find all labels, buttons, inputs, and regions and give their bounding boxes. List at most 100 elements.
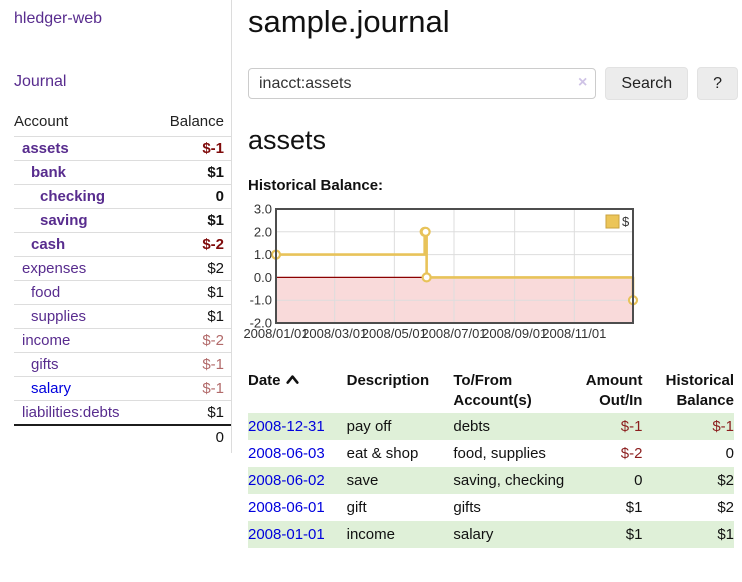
search-input[interactable] xyxy=(248,68,597,99)
svg-text:3.0: 3.0 xyxy=(254,202,272,217)
transaction-date-link[interactable]: 2008-12-31 xyxy=(248,418,325,435)
svg-text:-2.0: -2.0 xyxy=(250,316,272,331)
transaction-amount: $1 xyxy=(625,499,643,516)
account-balance: $1 xyxy=(207,308,224,325)
accounts-table: Account Balance assets $-1 bank $1 checking 0… xyxy=(14,111,231,449)
transaction-balance: 0 xyxy=(725,445,734,462)
transaction-balance: $2 xyxy=(717,472,734,489)
svg-text:2008/03/01: 2008/03/01 xyxy=(302,326,367,341)
transaction-balance: $2 xyxy=(717,499,734,516)
sidebar: hledger-web Journal Account Balance asse… xyxy=(0,0,232,453)
account-link-expenses[interactable]: expenses xyxy=(22,260,87,277)
transaction-description: eat & shop xyxy=(346,445,419,462)
legend-swatch xyxy=(605,214,620,229)
transaction-row: 2008-06-03 eat & shop food, supplies $-2 0 xyxy=(248,440,734,467)
svg-text:2008/01/01: 2008/01/01 xyxy=(243,326,308,341)
account-link-bank[interactable]: bank xyxy=(31,164,67,181)
account-row: assets $-1 xyxy=(14,136,231,160)
account-link-saving[interactable]: saving xyxy=(40,212,88,229)
account-balance: $1 xyxy=(207,212,224,229)
account-link-assets[interactable]: assets xyxy=(22,140,69,157)
search-button[interactable]: Search xyxy=(605,67,689,100)
account-link-income[interactable]: income xyxy=(22,332,71,349)
transaction-row: 2008-06-02 save saving, checking 0 $2 xyxy=(248,467,734,494)
transaction-amount: $-2 xyxy=(620,445,643,462)
account-balance: $1 xyxy=(207,164,224,181)
accounts-total-value: 0 xyxy=(215,429,224,446)
account-balance: $-1 xyxy=(202,356,224,373)
transaction-row: 2008-06-01 gift gifts $1 $2 xyxy=(248,494,734,521)
help-button[interactable]: ? xyxy=(697,67,738,100)
transaction-description: gift xyxy=(346,499,367,516)
transactions-header-row: Date Description To/From Account(s) Amou… xyxy=(248,369,734,413)
hledger-web-app: hledger-web Journal Account Balance asse… xyxy=(0,0,738,548)
transaction-amount: $1 xyxy=(625,526,643,543)
transaction-row: 2008-01-01 income salary $1 $1 xyxy=(248,521,734,548)
account-link-cash[interactable]: cash xyxy=(31,236,66,253)
col-balance[interactable]: Historical Balance xyxy=(665,372,734,409)
col-accounts[interactable]: To/From Account(s) xyxy=(453,372,532,409)
account-link-salary[interactable]: salary xyxy=(31,380,72,397)
transaction-accounts: food, supplies xyxy=(453,445,546,462)
accounts-col-balance: Balance xyxy=(169,113,224,130)
transaction-description: save xyxy=(346,472,379,489)
col-date-label: Date xyxy=(248,372,281,389)
account-balance: 0 xyxy=(215,188,224,205)
section-title: assets xyxy=(248,125,327,155)
clear-search-icon[interactable]: × xyxy=(578,74,588,91)
account-balance: $-2 xyxy=(202,332,224,349)
historical-balance-chart: $3.0 2.0 1.0 0.0 -1.0 -2.0 2008/01/01 2008/03/0… xyxy=(238,202,738,346)
transaction-accounts: gifts xyxy=(453,499,481,516)
transaction-amount: 0 xyxy=(634,472,643,489)
account-row: food $1 xyxy=(14,280,231,304)
account-row: supplies $1 xyxy=(14,304,231,328)
col-description[interactable]: Description xyxy=(346,372,430,389)
account-row: expenses $2 xyxy=(14,256,231,280)
account-link-liabilities-debts[interactable]: liabilities:debts xyxy=(22,404,120,421)
account-balance: $2 xyxy=(207,260,224,277)
transaction-date-link[interactable]: 2008-01-01 xyxy=(248,526,325,543)
account-balance: $1 xyxy=(207,404,224,421)
account-link-checking[interactable]: checking xyxy=(40,188,106,205)
account-row: liabilities:debts $1 xyxy=(14,400,231,424)
main-content: sample.journal × Search ? assets Histori… xyxy=(232,0,738,548)
svg-text:2008/11/01: 2008/11/01 xyxy=(542,326,606,341)
account-link-supplies[interactable]: supplies xyxy=(31,308,87,325)
data-point xyxy=(420,226,431,237)
accounts-col-account: Account xyxy=(14,113,69,130)
account-link-food[interactable]: food xyxy=(31,284,61,301)
accounts-total-row: 0 xyxy=(14,424,231,449)
account-row: saving $1 xyxy=(14,208,231,232)
legend-label: $ xyxy=(622,214,630,229)
transaction-row: 2008-12-31 pay off debts $-1 $-1 xyxy=(248,413,734,440)
search-bar: × Search ? xyxy=(248,67,738,100)
col-amount[interactable]: Amount Out/In xyxy=(585,372,643,409)
account-link-gifts[interactable]: gifts xyxy=(31,356,59,373)
brand-link[interactable]: hledger-web xyxy=(14,10,103,27)
svg-text:-1.0: -1.0 xyxy=(250,293,272,308)
svg-text:1.0: 1.0 xyxy=(254,247,272,262)
sort-asc-icon xyxy=(285,375,299,384)
data-point xyxy=(421,272,432,283)
transaction-date-link[interactable]: 2008-06-02 xyxy=(248,472,325,489)
transaction-date-link[interactable]: 2008-06-03 xyxy=(248,445,325,462)
transaction-balance: $-1 xyxy=(712,418,734,435)
transaction-date-link[interactable]: 2008-06-01 xyxy=(248,499,325,516)
search-field-wrap: × xyxy=(248,68,597,99)
transaction-accounts: debts xyxy=(453,418,491,435)
transaction-description: income xyxy=(346,526,395,543)
transactions-table: Date Description To/From Account(s) Amou… xyxy=(248,369,734,548)
account-row: checking 0 xyxy=(14,184,231,208)
account-balance: $-1 xyxy=(202,140,224,157)
svg-text:2.0: 2.0 xyxy=(254,224,272,239)
svg-text:2008/05/01: 2008/05/01 xyxy=(362,326,427,341)
account-row: salary $-1 xyxy=(14,376,231,400)
sidebar-item-journal[interactable]: Journal xyxy=(14,73,67,90)
transaction-amount: $-1 xyxy=(620,418,643,435)
account-balance: $1 xyxy=(207,284,224,301)
col-date[interactable]: Date xyxy=(248,369,347,413)
page-title: sample.journal xyxy=(248,4,450,39)
account-row: cash $-2 xyxy=(14,232,231,256)
account-row: income $-2 xyxy=(14,328,231,352)
accounts-rows: assets $-1 bank $1 checking 0 saving $1 cash $-2 e… xyxy=(14,136,231,424)
